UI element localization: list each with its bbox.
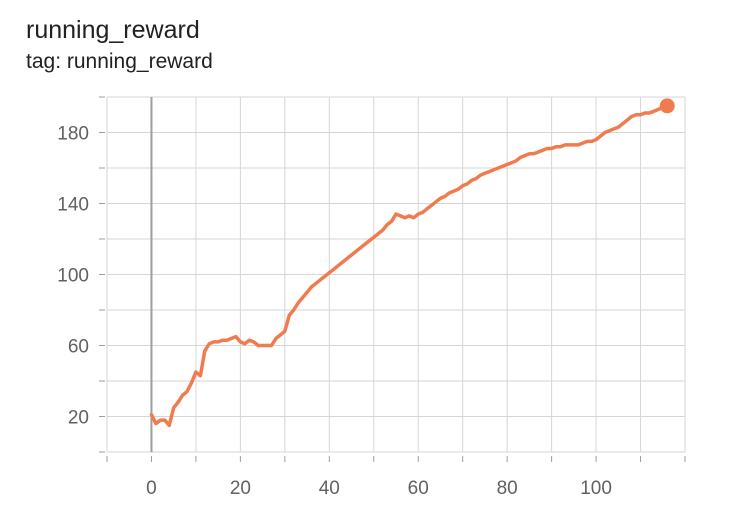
y-tick-label: 140 bbox=[57, 195, 89, 216]
y-tick-label: 180 bbox=[57, 124, 89, 145]
x-tick-label: 100 bbox=[580, 478, 612, 499]
y-tick-label: 100 bbox=[57, 266, 89, 287]
y-tick-label: 60 bbox=[68, 337, 89, 358]
x-tick-label: 20 bbox=[230, 478, 251, 499]
series-line bbox=[149, 104, 669, 428]
chart-subtitle: tag: running_reward bbox=[26, 50, 213, 73]
series-endpoint-marker bbox=[659, 98, 675, 114]
x-tick-label: 40 bbox=[319, 478, 340, 499]
x-tick-label: 60 bbox=[408, 478, 429, 499]
y-tick-label: 20 bbox=[68, 408, 89, 429]
chart-title: running_reward bbox=[26, 16, 200, 44]
x-tick-label: 80 bbox=[497, 478, 518, 499]
x-tick-label: 0 bbox=[146, 478, 157, 499]
